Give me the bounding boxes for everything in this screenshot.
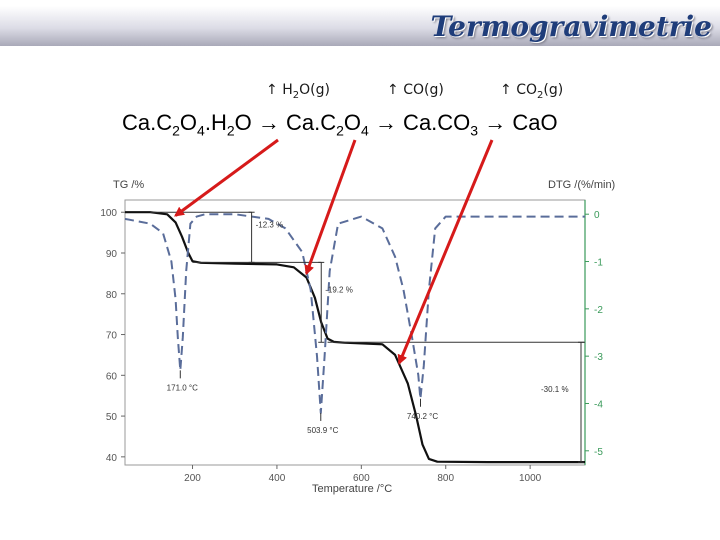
gas-h2o: ↑ H2O(g) (266, 82, 330, 101)
x-tick-label: 400 (269, 473, 286, 484)
reaction-equation: Ca.C2O4.H2O → Ca.C2O4 → Ca.CO3 → CaO (122, 110, 558, 139)
gas-co: ↑ CO(g) (387, 82, 444, 98)
y-right-tick-label: -4 (594, 399, 603, 410)
y-right-tick-label: -2 (594, 305, 603, 316)
plot-frame (124, 199, 586, 466)
y-right-tick-label: -5 (594, 447, 603, 458)
y-left-tick-label: 90 (106, 249, 118, 260)
step-label: -19.2 % (325, 285, 353, 294)
y-left-tick-label: 50 (106, 412, 118, 423)
arrow-to-co2-loss (397, 139, 494, 365)
tg-curve (125, 211, 585, 464)
x-tick-label: 800 (437, 473, 454, 484)
x-tick-label: 200 (184, 473, 201, 484)
y-left-tick-label: 70 (106, 331, 118, 342)
y-left-tick-label: 80 (106, 290, 118, 301)
gas-co2: ↑ CO2(g) (500, 82, 564, 101)
x-tick-label: 600 (353, 473, 370, 484)
y-left-tick-label: 60 (106, 371, 118, 382)
peak-label: 740.2 °C (407, 412, 438, 421)
y-axis-right-label: DTG /(%/min) (548, 179, 615, 191)
arrow-to-co-loss (304, 139, 357, 276)
peak-label: 503.9 °C (307, 426, 338, 435)
x-tick-label: 1000 (519, 473, 542, 484)
y-left-tick-label: 100 (100, 208, 117, 219)
y-right-tick-label: -1 (594, 258, 603, 269)
y-axis-left-label: TG /% (113, 179, 144, 191)
x-axis-label: Temperature /°C (312, 483, 392, 495)
y-right-tick-label: -3 (594, 352, 603, 363)
title-bar: Termogravimetrie (0, 6, 720, 46)
step-label: -12.3 % (256, 220, 284, 229)
dtg-curve (124, 213, 585, 414)
y-left-tick-label: 40 (106, 453, 118, 464)
peak-label: 171.0 °C (167, 383, 198, 392)
step-label: -30.1 % (541, 385, 569, 394)
arrow-to-dehydration (174, 138, 279, 217)
y-right-tick-label: 0 (594, 210, 600, 221)
page-title: Termogravimetrie (430, 10, 712, 43)
